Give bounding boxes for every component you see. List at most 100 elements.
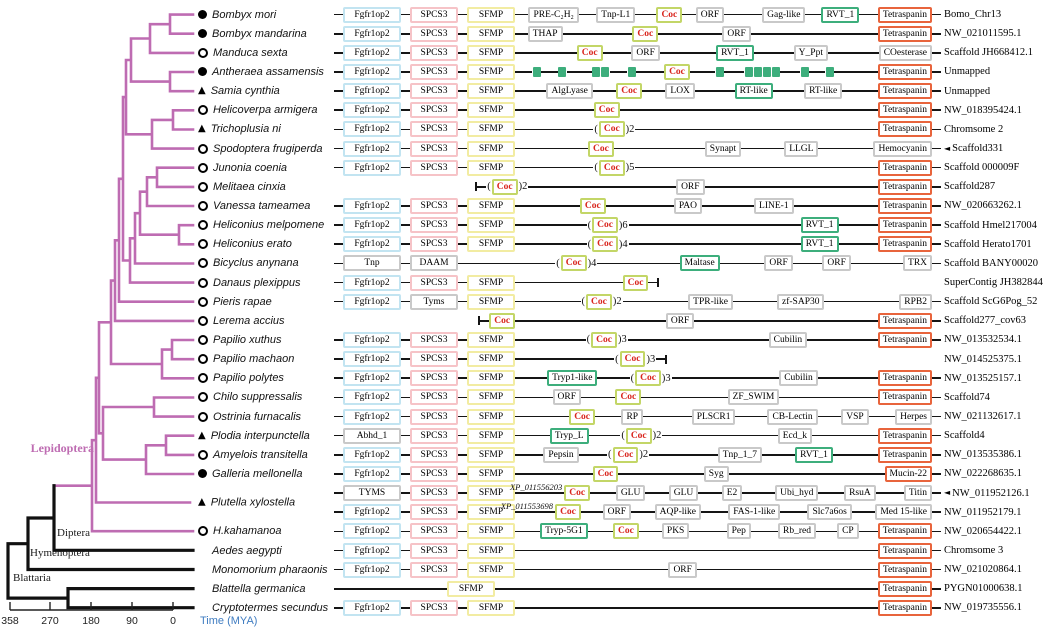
line-segment xyxy=(401,166,410,169)
accession-cell: Unmapped xyxy=(941,66,1062,77)
gene-box: zf-SAP30 xyxy=(777,293,825,310)
gene-box: SFMP xyxy=(467,63,515,80)
line-segment xyxy=(401,52,410,54)
accession-cell: NW_021011595.1 xyxy=(941,28,1062,39)
species-symbol-triangle: ▲ xyxy=(198,123,206,135)
gene-box: Cubilin xyxy=(768,331,808,348)
line-segment xyxy=(597,377,630,380)
line-segment xyxy=(696,568,878,571)
line-segment xyxy=(458,377,467,380)
accession-label: Unmapped xyxy=(944,66,991,78)
gene-line: Fgfr1op2 SPCS3 SFMP Coc Tetraspanin xyxy=(334,101,941,120)
line-segment xyxy=(458,473,467,475)
accession-label: NW_013525157.1 xyxy=(944,372,1022,384)
gene-box: Fgfr1op2 xyxy=(343,274,401,291)
species-cell: Bombyx mori xyxy=(196,9,334,21)
line-segment xyxy=(515,320,666,322)
taxon-row: Junonia coenia Fgfr1op2 SPCS3 SFMP (Coc)5 Tet… xyxy=(196,158,1062,177)
gene-line: Fgfr1op2 SPCS3 SFMP ORF Coc ZF_SWIM Tetraspani… xyxy=(334,388,941,407)
gene-box: GLU xyxy=(668,485,699,502)
line-segment xyxy=(635,128,878,131)
taxon-row: Papilio polytes Fgfr1op2 SPCS3 SFMP Tryp1-li… xyxy=(196,369,1062,388)
line-segment xyxy=(334,492,343,494)
line-segment xyxy=(458,109,467,112)
line-segment xyxy=(480,320,490,322)
line-segment xyxy=(334,396,343,399)
gene-box: ORF xyxy=(695,6,725,23)
line-segment xyxy=(334,224,343,226)
accession-label: PYGN01000638.1 xyxy=(944,583,1023,595)
line-segment xyxy=(702,205,755,207)
gene-line: Fgfr1op2 SPCS3 SFMP ORF Tetraspanin xyxy=(334,560,941,579)
line-segment xyxy=(334,607,343,609)
line-segment xyxy=(832,454,878,456)
truncation-mark xyxy=(657,278,660,288)
accession-cell: Chromsome 3 xyxy=(941,545,1062,556)
accession-label: Scaffold287 xyxy=(944,181,996,193)
species-name: Helicoverpa armigera xyxy=(213,104,318,117)
gene-box: Coc xyxy=(569,408,596,425)
line-segment xyxy=(931,339,941,341)
paren-text: )2 xyxy=(639,449,649,461)
line-segment xyxy=(932,492,941,494)
gene-id-note-text: XP_011553698 xyxy=(500,500,554,511)
accession-label: Scaffold BANY00020 xyxy=(944,257,1039,269)
gene-box: SFMP xyxy=(467,427,515,444)
blattaria-label: Blattaria xyxy=(13,572,51,584)
species-symbol-triangle: ▲ xyxy=(198,85,206,97)
accession-label: NW_021020864.1 xyxy=(944,564,1022,576)
gene-box: Tetraspanin xyxy=(877,523,932,540)
species-name: Chilo suppressalis xyxy=(213,391,303,404)
taxon-row: Spodoptera frugiperda Fgfr1op2 SPCS3 SFMP Co… xyxy=(196,139,1062,158)
time-axis-label: Time (MYA) xyxy=(200,615,258,627)
line-segment xyxy=(515,454,544,456)
line-segment xyxy=(698,492,722,494)
line-segment xyxy=(401,549,410,552)
line-segment xyxy=(458,396,467,399)
line-segment xyxy=(858,530,878,533)
gene-box: RP xyxy=(621,408,644,425)
line-segment xyxy=(580,511,603,514)
diptera-label: Diptera xyxy=(57,527,90,539)
species-name: Aedes aegypti xyxy=(212,544,282,557)
line-segment xyxy=(780,511,808,514)
axis-tick-180: 180 xyxy=(82,615,100,627)
accession-cell: ◄ Scaffold331 xyxy=(941,143,1062,154)
line-segment xyxy=(834,71,878,73)
accession-cell: NW_011952179.1 xyxy=(941,507,1062,518)
accession-label: NW_011952126.1 xyxy=(952,487,1030,499)
paren-text: ( xyxy=(621,430,625,442)
gene-box: PKS xyxy=(661,523,690,540)
gene-line: Fgfr1op2 SPCS3 SFMP Pepsin (Coc)2 Tnp_1_7 RVT_… xyxy=(334,445,942,464)
line-segment xyxy=(515,492,565,494)
species-name: Monomorium pharaonis xyxy=(212,563,328,576)
gene-box: Coc xyxy=(656,6,683,23)
line-segment xyxy=(334,13,343,16)
line-segment xyxy=(401,205,410,207)
species-name: Papilio polytes xyxy=(213,372,284,385)
accession-cell: Scaffold287 xyxy=(941,181,1062,192)
line-segment xyxy=(458,32,467,35)
gene-line: (Coc)2 ORF Tetraspanin xyxy=(334,177,941,196)
line-segment xyxy=(704,186,878,188)
gene-box: Fgfr1op2 xyxy=(343,504,401,521)
gene-box: Coc xyxy=(635,370,661,387)
line-segment xyxy=(334,473,343,475)
species-name: Manduca sexta xyxy=(213,46,288,59)
gene-box: Tetraspanin xyxy=(877,312,932,329)
taxon-row: Aedes aegypti Fgfr1op2 SPCS3 SFMP Tetraspani… xyxy=(196,541,1062,560)
line-segment xyxy=(515,128,594,131)
line-segment xyxy=(595,415,622,418)
gene-box: Fgfr1op2 xyxy=(343,599,401,616)
line-segment xyxy=(458,243,467,246)
line-segment xyxy=(334,587,447,590)
line-segment xyxy=(515,224,587,226)
small-gene-block xyxy=(762,66,771,77)
line-segment xyxy=(793,205,878,207)
taxon-row: Amyelois transitella Fgfr1op2 SPCS3 SFMP Pep… xyxy=(196,445,1062,464)
species-cell: Antheraea assamensis xyxy=(196,66,334,78)
taxon-row: Chilo suppressalis Fgfr1op2 SPCS3 SFMP ORF Co… xyxy=(196,388,1062,407)
line-segment xyxy=(578,454,608,456)
paren-text: )4 xyxy=(618,238,628,250)
line-segment xyxy=(818,147,874,150)
